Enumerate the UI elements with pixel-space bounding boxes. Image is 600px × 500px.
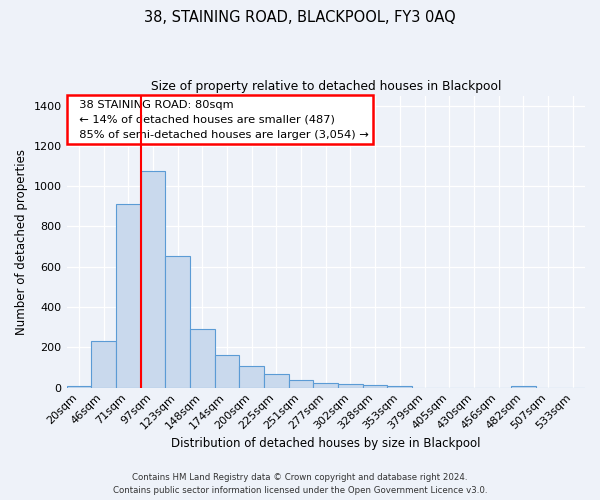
Bar xyxy=(190,329,215,388)
Y-axis label: Number of detached properties: Number of detached properties xyxy=(15,148,28,334)
Bar xyxy=(264,374,289,388)
Bar xyxy=(165,256,190,388)
Bar xyxy=(388,386,412,388)
Bar xyxy=(116,204,140,388)
Bar xyxy=(313,382,338,388)
Bar xyxy=(363,384,388,388)
Text: 38, STAINING ROAD, BLACKPOOL, FY3 0AQ: 38, STAINING ROAD, BLACKPOOL, FY3 0AQ xyxy=(144,10,456,25)
Bar xyxy=(215,356,239,388)
X-axis label: Distribution of detached houses by size in Blackpool: Distribution of detached houses by size … xyxy=(171,437,481,450)
Bar xyxy=(91,342,116,388)
Bar xyxy=(140,171,165,388)
Bar xyxy=(67,386,91,388)
Text: Contains HM Land Registry data © Crown copyright and database right 2024.
Contai: Contains HM Land Registry data © Crown c… xyxy=(113,474,487,495)
Bar xyxy=(289,380,313,388)
Bar xyxy=(239,366,264,388)
Title: Size of property relative to detached houses in Blackpool: Size of property relative to detached ho… xyxy=(151,80,501,93)
Bar xyxy=(338,384,363,388)
Bar xyxy=(511,386,536,388)
Text: 38 STAINING ROAD: 80sqm
  ← 14% of detached houses are smaller (487)
  85% of se: 38 STAINING ROAD: 80sqm ← 14% of detache… xyxy=(72,100,368,140)
